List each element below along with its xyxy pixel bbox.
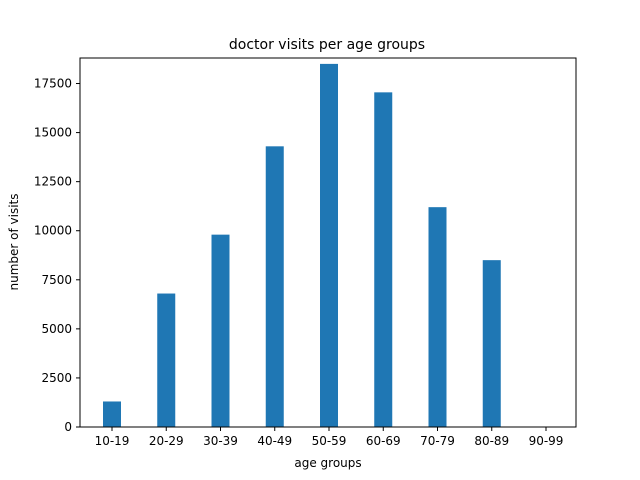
bars-group [103, 63, 501, 427]
x-tick-label: 10-19 [95, 434, 130, 448]
y-tick-label: 10000 [34, 224, 72, 238]
y-tick-label: 15000 [34, 126, 72, 140]
x-tick-label: 20-29 [149, 434, 184, 448]
y-tick-label: 5000 [41, 322, 72, 336]
chart-title: doctor visits per age groups [229, 37, 425, 53]
x-tick-label: 80-89 [474, 434, 509, 448]
y-tick-label: 17500 [34, 77, 72, 91]
y-tick-label: 12500 [34, 175, 72, 189]
plot-frame [79, 57, 577, 428]
bar-50-59 [320, 63, 338, 427]
y-tick-label: 0 [64, 420, 72, 434]
x-tick-label: 30-39 [203, 434, 238, 448]
bar-40-49 [265, 146, 284, 427]
x-tick-label: 50-59 [312, 434, 347, 448]
x-axis-label: age groups [294, 456, 361, 470]
y-axis-ticks: 0 2500 5000 7500 10000 12500 15000 17500 [34, 77, 80, 434]
y-tick-label: 7500 [41, 273, 72, 287]
y-tick-label: 2500 [41, 371, 72, 385]
bar-30-39 [211, 234, 230, 427]
x-axis-ticks: 10-19 20-29 30-39 40-49 50-59 60-69 70-79 80-89… [95, 427, 564, 448]
bar-60-69 [374, 92, 393, 427]
x-tick-label: 40-49 [257, 434, 292, 448]
x-tick-label: 60-69 [366, 434, 401, 448]
bar-10-19 [103, 401, 121, 427]
bar-20-29 [157, 293, 176, 427]
y-axis-label: number of visits [7, 193, 21, 290]
x-tick-label: 70-79 [420, 434, 455, 448]
bar-70-79 [428, 207, 447, 427]
bar-80-89 [482, 260, 501, 427]
x-tick-label: 90-99 [529, 434, 564, 448]
